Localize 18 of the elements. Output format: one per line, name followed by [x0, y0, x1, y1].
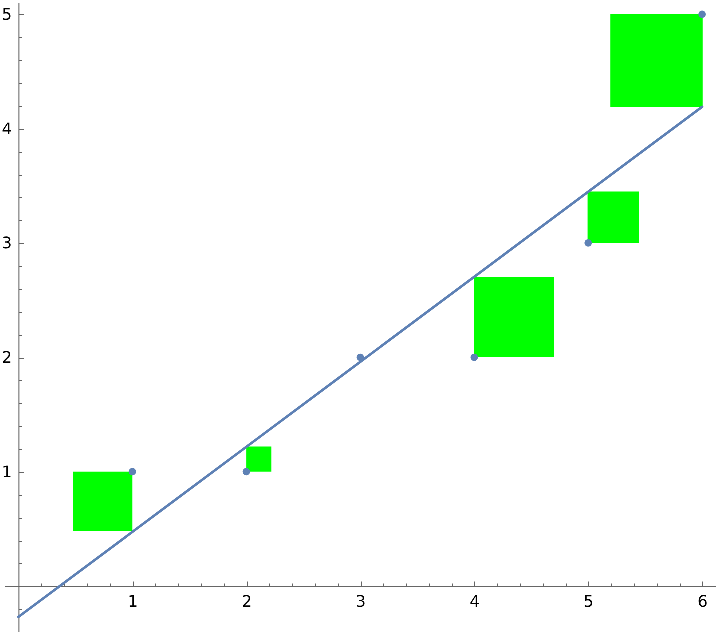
- y-tick-label: 2: [2, 348, 12, 368]
- bar: [73, 472, 133, 532]
- point: [128, 468, 136, 476]
- y-tick-label: 3: [2, 234, 12, 253]
- x-tick-label: 5: [584, 592, 594, 611]
- point: [584, 239, 592, 247]
- x-tick-label: 6: [698, 592, 708, 611]
- y-tick-label: 1: [2, 462, 12, 482]
- point: [698, 10, 706, 18]
- y-tick-label: 5: [2, 4, 12, 24]
- point: [242, 468, 250, 476]
- point: [356, 354, 364, 362]
- x-tick-label: 2: [242, 592, 252, 611]
- y-tick-label: 4: [2, 119, 12, 138]
- x-tick-label: 1: [128, 592, 138, 611]
- x-tick-label: 3: [356, 592, 366, 611]
- point: [470, 354, 478, 362]
- x-tick-label: 4: [470, 592, 480, 611]
